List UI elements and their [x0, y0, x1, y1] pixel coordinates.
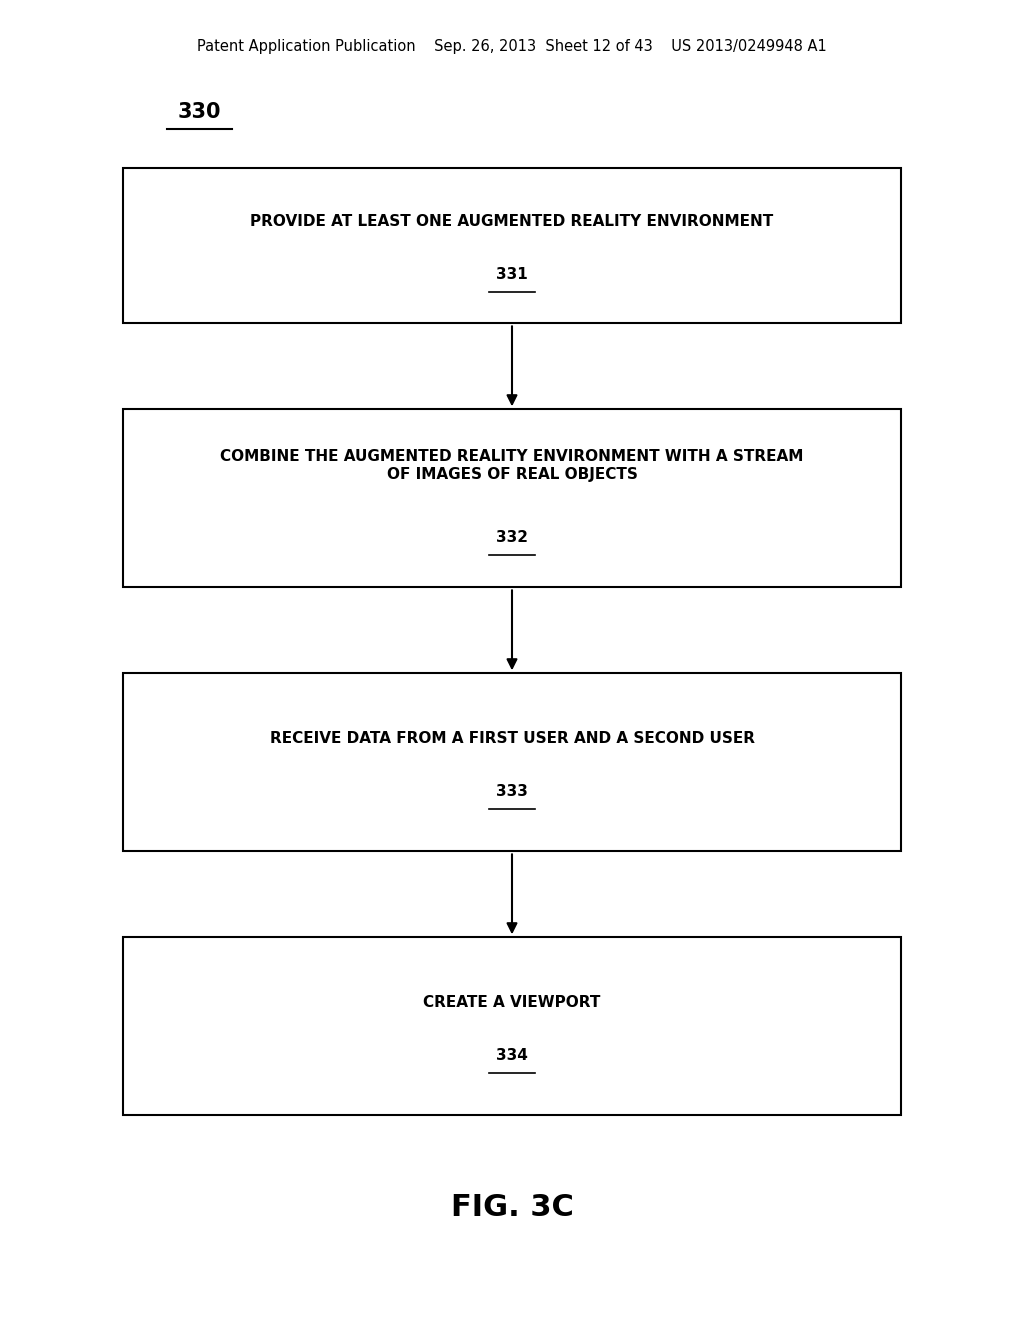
Text: FIG. 3C: FIG. 3C — [451, 1193, 573, 1222]
Text: 332: 332 — [496, 531, 528, 545]
Text: RECEIVE DATA FROM A FIRST USER AND A SECOND USER: RECEIVE DATA FROM A FIRST USER AND A SEC… — [269, 731, 755, 746]
Text: CREATE A VIEWPORT: CREATE A VIEWPORT — [423, 995, 601, 1010]
Text: COMBINE THE AUGMENTED REALITY ENVIRONMENT WITH A STREAM
OF IMAGES OF REAL OBJECT: COMBINE THE AUGMENTED REALITY ENVIRONMEN… — [220, 449, 804, 482]
Text: 333: 333 — [496, 784, 528, 799]
Text: 330: 330 — [178, 102, 221, 123]
Text: PROVIDE AT LEAST ONE AUGMENTED REALITY ENVIRONMENT: PROVIDE AT LEAST ONE AUGMENTED REALITY E… — [251, 214, 773, 230]
FancyBboxPatch shape — [123, 673, 901, 851]
Text: Patent Application Publication    Sep. 26, 2013  Sheet 12 of 43    US 2013/02499: Patent Application Publication Sep. 26, … — [198, 38, 826, 54]
Text: 331: 331 — [496, 267, 528, 282]
FancyBboxPatch shape — [123, 937, 901, 1115]
Text: 334: 334 — [496, 1048, 528, 1063]
FancyBboxPatch shape — [123, 168, 901, 323]
FancyBboxPatch shape — [123, 409, 901, 587]
